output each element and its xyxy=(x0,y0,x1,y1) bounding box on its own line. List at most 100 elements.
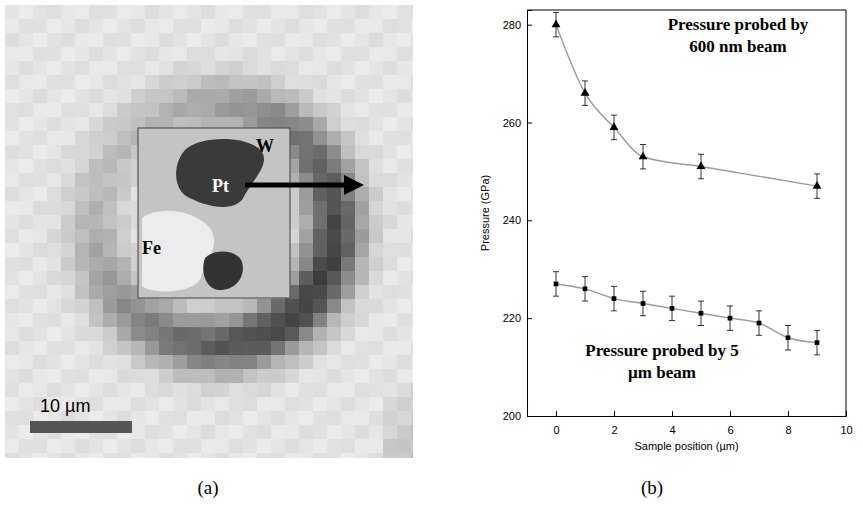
map-pixel xyxy=(89,215,103,229)
map-pixel xyxy=(103,397,117,411)
map-pixel xyxy=(397,453,411,458)
map-pixel xyxy=(89,341,103,355)
x-tick-label: 2 xyxy=(611,424,617,436)
map-pixel xyxy=(313,5,327,19)
map-pixel xyxy=(271,19,285,33)
map-pixel xyxy=(61,327,75,341)
map-pixel xyxy=(271,369,285,383)
error-bar-cap xyxy=(611,139,617,140)
map-pixel xyxy=(271,383,285,397)
y-tick: 240 xyxy=(503,214,532,226)
error-bar-cap xyxy=(698,178,704,179)
dark-region xyxy=(203,252,243,290)
map-pixel xyxy=(299,201,313,215)
map-pixel xyxy=(103,33,117,47)
map-pixel xyxy=(411,257,413,271)
map-pixel xyxy=(89,131,103,145)
map-pixel xyxy=(229,89,243,103)
map-pixel xyxy=(145,19,159,33)
map-pixel xyxy=(355,215,369,229)
map-pixel xyxy=(201,425,215,439)
map-pixel xyxy=(19,271,33,285)
map-pixel xyxy=(257,89,271,103)
scale-bar xyxy=(30,421,132,433)
map-pixel xyxy=(117,285,131,299)
y-tick-mark xyxy=(527,25,532,26)
map-pixel xyxy=(229,411,243,425)
map-pixel xyxy=(271,439,285,453)
map-pixel xyxy=(299,327,313,341)
y-tick-label: 280 xyxy=(503,19,521,31)
map-pixel xyxy=(327,313,341,327)
map-pixel xyxy=(285,341,299,355)
map-pixel xyxy=(5,33,19,47)
map-pixel xyxy=(201,299,215,313)
map-pixel xyxy=(355,425,369,439)
panel-b: 0246810200220240260280Sample position (µ… xyxy=(479,10,853,452)
map-pixel xyxy=(397,425,411,439)
map-pixel xyxy=(117,229,131,243)
map-pixel xyxy=(103,453,117,458)
map-pixel xyxy=(271,75,285,89)
map-pixel xyxy=(103,369,117,383)
map-pixel xyxy=(5,19,19,33)
map-pixel xyxy=(271,411,285,425)
x-tick: 8 xyxy=(785,411,791,436)
map-pixel xyxy=(173,75,187,89)
map-pixel xyxy=(187,75,201,89)
map-pixel xyxy=(187,453,201,458)
map-pixel xyxy=(75,439,89,453)
error-bar-cap xyxy=(611,286,617,287)
map-pixel xyxy=(89,257,103,271)
map-pixel xyxy=(61,131,75,145)
map-pixel xyxy=(89,47,103,61)
map-pixel xyxy=(187,19,201,33)
map-pixel xyxy=(327,425,341,439)
map-pixel xyxy=(47,341,61,355)
map-pixel xyxy=(61,201,75,215)
map-pixel xyxy=(257,411,271,425)
map-pixel xyxy=(341,75,355,89)
map-pixel xyxy=(257,439,271,453)
map-pixel xyxy=(145,355,159,369)
error-bar-cap xyxy=(611,115,617,116)
map-pixel xyxy=(89,397,103,411)
map-pixel xyxy=(383,271,397,285)
map-pixel xyxy=(327,117,341,131)
map-pixel xyxy=(229,313,243,327)
map-pixel xyxy=(187,5,201,19)
map-pixel xyxy=(271,355,285,369)
map-pixel xyxy=(47,285,61,299)
map-pixel xyxy=(299,75,313,89)
map-pixel xyxy=(299,257,313,271)
map-pixel xyxy=(33,117,47,131)
map-pixel xyxy=(103,19,117,33)
map-pixel xyxy=(355,257,369,271)
map-pixel xyxy=(243,19,257,33)
map-pixel xyxy=(19,257,33,271)
map-pixel xyxy=(257,299,271,313)
map-pixel xyxy=(75,327,89,341)
map-pixel xyxy=(19,47,33,61)
map-pixel xyxy=(19,61,33,75)
map-pixel xyxy=(257,75,271,89)
map-pixel xyxy=(327,159,341,173)
map-pixel xyxy=(327,243,341,257)
map-pixel xyxy=(271,33,285,47)
map-pixel xyxy=(89,229,103,243)
map-pixel xyxy=(117,341,131,355)
y-tick-mark xyxy=(527,220,532,221)
map-pixel xyxy=(215,397,229,411)
map-pixel xyxy=(369,229,383,243)
map-pixel xyxy=(47,299,61,313)
series-label: Pressure probed by600 nm beam xyxy=(668,15,809,56)
map-pixel xyxy=(47,145,61,159)
map-pixel xyxy=(159,439,173,453)
map-pixel xyxy=(89,313,103,327)
map-pixel xyxy=(369,19,383,33)
map-pixel xyxy=(173,327,187,341)
map-pixel xyxy=(215,355,229,369)
map-pixel xyxy=(173,19,187,33)
map-pixel xyxy=(47,131,61,145)
map-pixel xyxy=(369,439,383,453)
